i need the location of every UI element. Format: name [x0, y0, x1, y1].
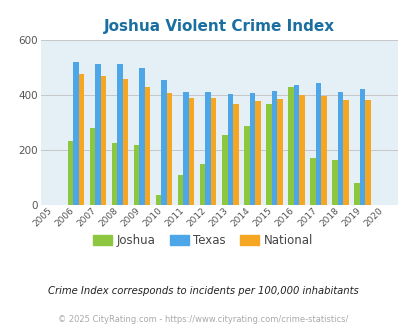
- Bar: [298, 95, 304, 205]
- Bar: [156, 195, 161, 205]
- Bar: [354, 183, 359, 205]
- Bar: [359, 89, 364, 205]
- Bar: [315, 83, 320, 205]
- Bar: [222, 135, 227, 205]
- Bar: [205, 92, 211, 205]
- Bar: [343, 100, 348, 205]
- Bar: [134, 145, 139, 205]
- Bar: [68, 141, 73, 205]
- Bar: [177, 175, 183, 205]
- Bar: [122, 79, 128, 205]
- Bar: [161, 80, 166, 205]
- Bar: [277, 99, 282, 205]
- Legend: Joshua, Texas, National: Joshua, Texas, National: [88, 229, 317, 251]
- Bar: [95, 64, 100, 205]
- Bar: [166, 93, 172, 205]
- Bar: [309, 158, 315, 205]
- Bar: [293, 85, 298, 205]
- Bar: [73, 62, 79, 205]
- Bar: [183, 92, 188, 205]
- Bar: [271, 91, 277, 205]
- Bar: [117, 63, 122, 205]
- Bar: [243, 126, 249, 205]
- Title: Joshua Violent Crime Index: Joshua Violent Crime Index: [103, 19, 334, 34]
- Bar: [145, 86, 150, 205]
- Text: Crime Index corresponds to incidents per 100,000 inhabitants: Crime Index corresponds to incidents per…: [47, 286, 358, 296]
- Bar: [232, 104, 238, 205]
- Bar: [331, 160, 337, 205]
- Bar: [288, 87, 293, 205]
- Bar: [227, 94, 232, 205]
- Bar: [320, 96, 326, 205]
- Bar: [139, 69, 145, 205]
- Bar: [111, 143, 117, 205]
- Bar: [249, 93, 254, 205]
- Bar: [337, 92, 343, 205]
- Bar: [211, 98, 216, 205]
- Bar: [265, 104, 271, 205]
- Bar: [364, 100, 370, 205]
- Bar: [100, 76, 106, 205]
- Bar: [199, 164, 205, 205]
- Bar: [254, 102, 260, 205]
- Bar: [90, 128, 95, 205]
- Text: © 2025 CityRating.com - https://www.cityrating.com/crime-statistics/: © 2025 CityRating.com - https://www.city…: [58, 315, 347, 324]
- Bar: [188, 98, 194, 205]
- Bar: [79, 74, 84, 205]
